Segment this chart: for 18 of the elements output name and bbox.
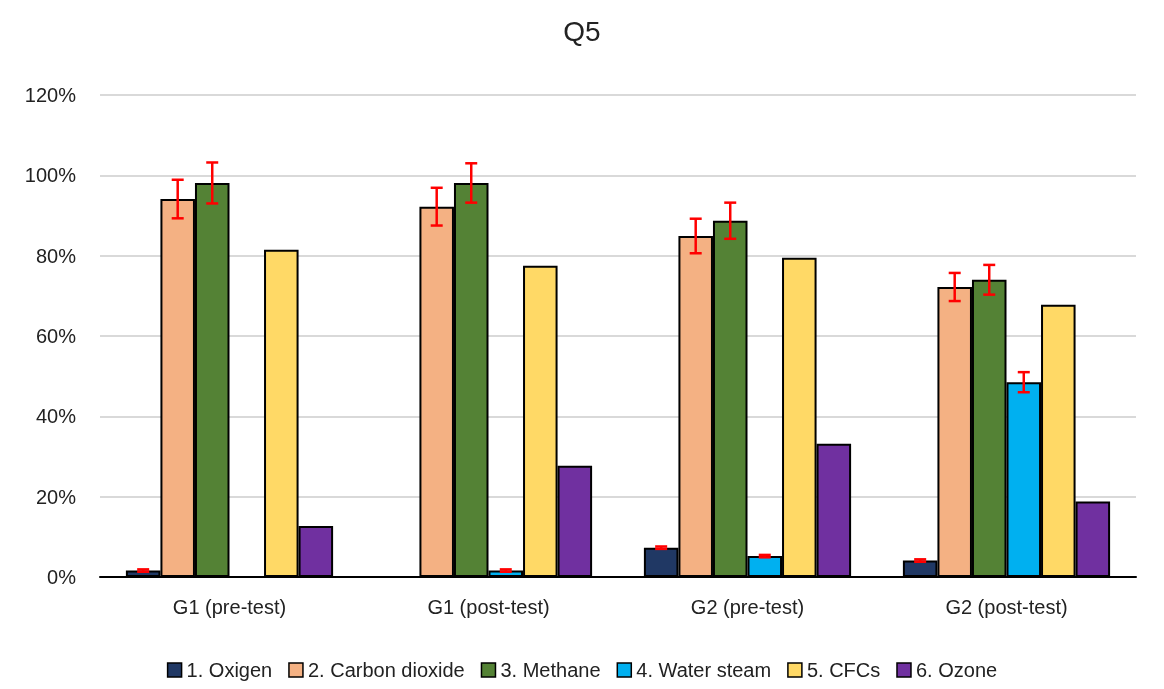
legend-label: 3. Methane — [500, 659, 601, 681]
y-tick-label: 80% — [35, 244, 77, 267]
y-tick-label: 100% — [24, 164, 77, 187]
legend-label: 1. Oxigen — [186, 659, 273, 681]
chart-title: Q5 — [563, 15, 601, 47]
legend-label: 4. Water steam — [636, 659, 772, 681]
y-tick-label: 0% — [47, 566, 77, 588]
legend-label: 2. Carbon dioxide — [307, 659, 465, 681]
legend-label: 6. Ozone — [915, 659, 998, 681]
legend-label: 5. CFCs — [806, 659, 881, 681]
y-tick-label: 60% — [35, 325, 77, 347]
y-tick-label: 40% — [35, 405, 77, 428]
y-tick-label: 120% — [24, 84, 77, 106]
x-tick-label: G1 (pre-test) — [172, 596, 287, 618]
y-tick-label: 20% — [35, 485, 77, 508]
x-tick-label: G2 (post-test) — [945, 596, 1068, 618]
x-tick-label: G2 (pre-test) — [690, 596, 805, 618]
x-tick-label: G1 (post-test) — [427, 596, 550, 618]
